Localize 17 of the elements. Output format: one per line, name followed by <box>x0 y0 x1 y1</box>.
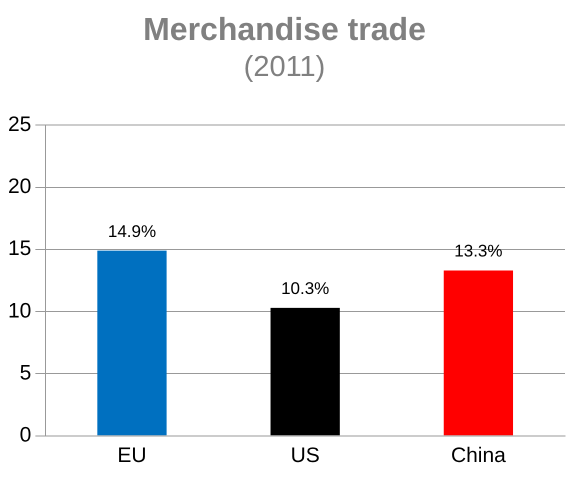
chart-subtitle: (2011) <box>244 50 326 83</box>
y-tick-label: 10 <box>8 299 32 322</box>
y-tick-label: 25 <box>8 112 32 136</box>
x-tick-label: EU <box>117 444 147 468</box>
x-tick-label: China <box>450 444 506 468</box>
data-label: 10.3% <box>281 279 330 298</box>
y-tick-label: 20 <box>8 175 32 198</box>
bar <box>97 250 167 436</box>
chart-title: Merchandise trade <box>143 11 426 48</box>
data-label: 13.3% <box>454 242 502 261</box>
y-tick-label: 15 <box>8 237 32 260</box>
x-tick-label: US <box>290 444 320 468</box>
bar <box>444 270 514 436</box>
y-tick-label: 5 <box>20 361 32 384</box>
data-label: 14.9% <box>108 222 156 241</box>
y-tick-label: 0 <box>20 424 32 447</box>
bar <box>270 308 340 436</box>
